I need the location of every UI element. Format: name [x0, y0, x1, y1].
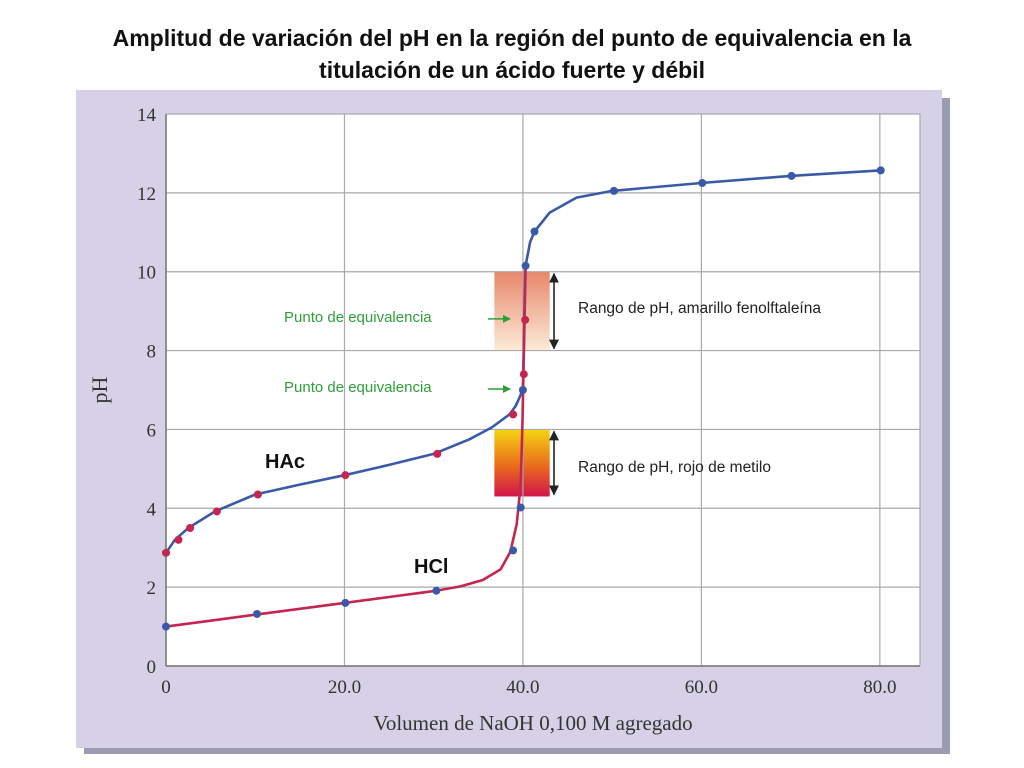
y-tick-label: 0 [147, 657, 157, 678]
data-point-hac [787, 171, 796, 180]
indicator-range-label: Rango de pH, rojo de metilo [578, 459, 771, 476]
data-point-hac [518, 386, 527, 394]
y-tick-label: 12 [137, 184, 156, 205]
y-tick-label: 6 [147, 420, 157, 441]
data-point-hac [609, 186, 618, 195]
data-point-hac [521, 261, 530, 270]
indicator-range-label: Rango de pH, amarillo fenolftaleína [578, 300, 821, 317]
y-tick-label: 14 [137, 105, 157, 126]
plot-area [166, 114, 920, 666]
annotations: Punto de equivalencia Punto de equivalenc… [284, 272, 821, 496]
data-point-hac [698, 179, 707, 187]
data-point-hac [876, 166, 885, 175]
y-tick-label: 8 [147, 342, 157, 363]
data-point-hac [253, 490, 262, 499]
data-point-hac [212, 507, 221, 516]
data-points [162, 166, 885, 631]
equivalence-point-label: Punto de equivalencia [284, 309, 432, 326]
slide-title-line-2: titulación de un ácido fuerte y débil [319, 57, 705, 83]
data-point-hcl [432, 586, 441, 595]
series-label-hac: HAc [265, 451, 306, 473]
y-tick-label: 4 [147, 499, 157, 520]
data-point-hcl [519, 370, 528, 379]
data-point-hac [509, 410, 518, 419]
series-label-hcl: HCl [414, 556, 449, 578]
data-point-hac [433, 449, 442, 458]
x-tick-label: 80.0 [863, 677, 896, 698]
slide-title: Amplitud de variación del pH en la regió… [40, 22, 984, 86]
x-tick-label: 60.0 [685, 677, 718, 698]
x-tick-label: 0 [161, 677, 171, 698]
data-point-hac [174, 535, 183, 544]
data-point-hac [341, 471, 350, 480]
x-axis-label: Volumen de NaOH 0,100 M agregado [373, 711, 692, 735]
data-point-hcl [162, 622, 170, 631]
data-point-hcl [253, 609, 262, 618]
range-band-phenolphthalein [494, 271, 550, 351]
x-tick-label: 40.0 [506, 677, 539, 698]
y-axis-label: pH [87, 376, 112, 403]
axes: 0 20.0 40.0 60.0 80.0 0 2 4 6 8 10 12 14 Volumen de N… [87, 105, 920, 735]
data-point-hcl [509, 546, 518, 555]
data-point-hcl [341, 598, 350, 607]
slide-title-line-1: Amplitud de variación del pH en la regió… [112, 25, 912, 51]
data-point-hcl [516, 503, 525, 512]
x-tick-label: 20.0 [328, 677, 361, 698]
data-point-hac [530, 227, 539, 236]
y-tick-label: 10 [137, 263, 156, 284]
series-line-hcl [164, 266, 527, 628]
data-point-hac [186, 524, 195, 532]
data-point-hcl [521, 315, 530, 324]
equivalence-point-label: Punto de equivalencia [284, 379, 432, 396]
y-tick-label: 2 [147, 578, 157, 599]
data-point-hac [162, 548, 170, 557]
